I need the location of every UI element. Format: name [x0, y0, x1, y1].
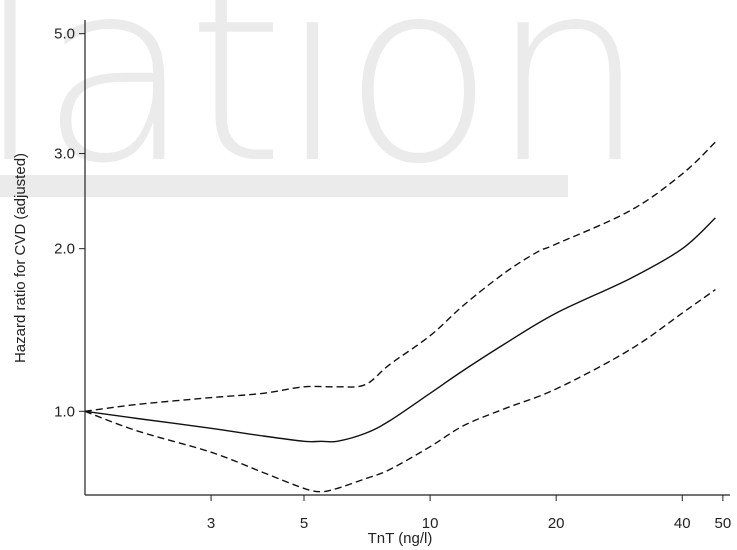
watermark-bar — [0, 175, 568, 197]
x-ticks: 3 5 10 20 40 50 — [207, 495, 731, 532]
x-tick-label: 50 — [715, 515, 732, 532]
y-tick-label: 1.0 — [54, 403, 75, 420]
x-tick-label: 3 — [207, 515, 215, 532]
watermark-text: lation — [0, 0, 648, 218]
lower-ci-line — [84, 289, 716, 493]
estimate-line — [84, 217, 716, 443]
x-tick-label: 20 — [548, 515, 565, 532]
y-axis-title: Hazard ratio for CVD (adjusted) — [12, 153, 29, 363]
x-tick-label: 5 — [300, 515, 308, 532]
y-tick-label: 2.0 — [54, 241, 75, 258]
series-layer — [84, 141, 716, 493]
y-ticks: 1.0 2.0 3.0 5.0 — [54, 26, 85, 420]
x-axis-title: TnT (ng/l) — [368, 530, 433, 547]
x-tick-label: 40 — [674, 515, 691, 532]
x-tick-label: 10 — [422, 515, 439, 532]
y-tick-label: 3.0 — [54, 146, 75, 163]
upper-ci-line — [84, 141, 716, 412]
axes — [84, 20, 730, 496]
y-tick-label: 5.0 — [54, 26, 75, 43]
